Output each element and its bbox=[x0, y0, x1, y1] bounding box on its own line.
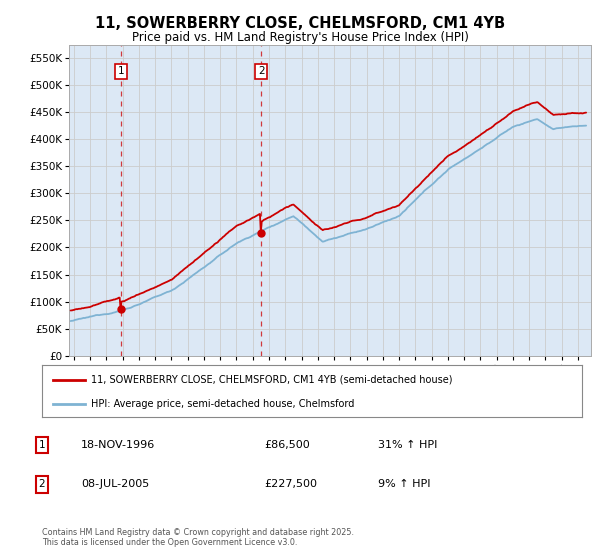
Text: 11, SOWERBERRY CLOSE, CHELMSFORD, CM1 4YB: 11, SOWERBERRY CLOSE, CHELMSFORD, CM1 4Y… bbox=[95, 16, 505, 31]
Text: £227,500: £227,500 bbox=[264, 479, 317, 489]
Text: Contains HM Land Registry data © Crown copyright and database right 2025.
This d: Contains HM Land Registry data © Crown c… bbox=[42, 528, 354, 547]
Text: 2: 2 bbox=[258, 66, 265, 76]
Text: 2: 2 bbox=[38, 479, 46, 489]
Text: £86,500: £86,500 bbox=[264, 440, 310, 450]
Text: 08-JUL-2005: 08-JUL-2005 bbox=[81, 479, 149, 489]
Text: 9% ↑ HPI: 9% ↑ HPI bbox=[378, 479, 431, 489]
Text: 18-NOV-1996: 18-NOV-1996 bbox=[81, 440, 155, 450]
Text: 1: 1 bbox=[38, 440, 46, 450]
Text: Price paid vs. HM Land Registry's House Price Index (HPI): Price paid vs. HM Land Registry's House … bbox=[131, 31, 469, 44]
Text: 11, SOWERBERRY CLOSE, CHELMSFORD, CM1 4YB (semi-detached house): 11, SOWERBERRY CLOSE, CHELMSFORD, CM1 4Y… bbox=[91, 375, 452, 385]
Text: HPI: Average price, semi-detached house, Chelmsford: HPI: Average price, semi-detached house,… bbox=[91, 399, 354, 409]
Text: 31% ↑ HPI: 31% ↑ HPI bbox=[378, 440, 437, 450]
Text: 1: 1 bbox=[118, 66, 124, 76]
